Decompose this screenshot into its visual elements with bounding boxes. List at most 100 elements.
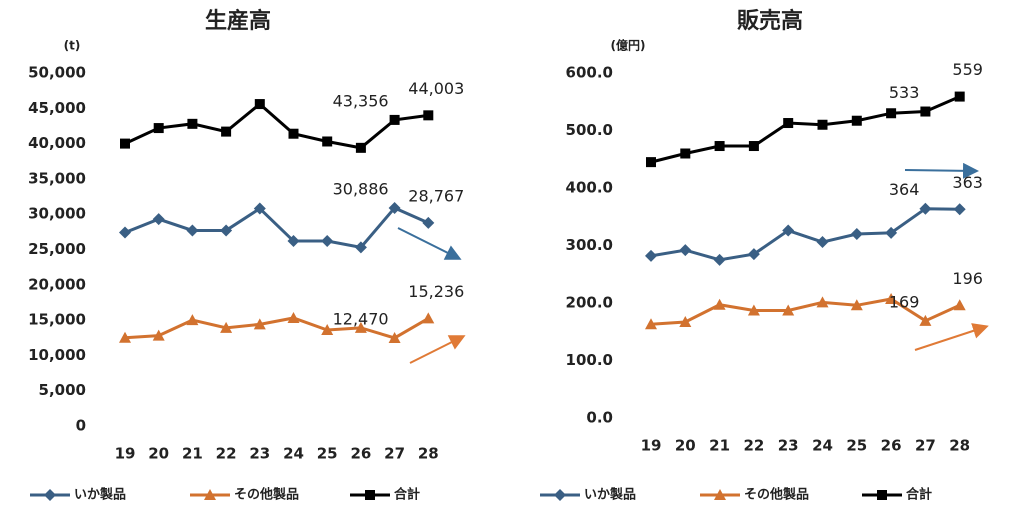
x-tick-label: 22 [743,437,764,455]
x-tick-label: 24 [283,445,304,463]
data-label: 43,356 [333,91,389,110]
y-tick-label: 300.0 [566,236,613,254]
series-line [650,297,961,326]
data-point [748,141,759,152]
x-tick-label: 24 [812,437,833,455]
data-point [920,106,931,117]
data-point [422,312,435,324]
y-tick-label: 40,000 [28,134,86,152]
data-point [423,110,434,121]
y-axis-label: (t) [64,39,81,53]
data-point [850,228,863,240]
legend-label: 合計 [394,487,420,503]
x-tick-label: 26 [881,437,902,455]
data-point [253,318,266,330]
data-point [646,157,656,168]
data-point [220,224,233,237]
chart-title: 販売高 [737,8,803,34]
data-point [679,315,692,327]
data-point [714,141,725,152]
data-point [713,298,726,310]
data-point [322,136,333,147]
y-tick-label: 500.0 [566,121,613,139]
y-tick-label: 100.0 [566,351,613,369]
x-tick-label: 26 [350,445,371,463]
data-point [886,108,897,119]
data-label: 364 [889,180,920,199]
data-point [153,123,164,134]
data-point [186,224,199,237]
series-line [124,206,429,250]
trend-arrow [409,335,466,364]
data-point [119,331,131,343]
legend-marker [204,489,216,500]
x-tick-label: 27 [915,437,936,455]
trend-arrow [397,227,462,260]
data-point [221,126,232,137]
data-point [254,99,265,110]
series-line [650,207,960,262]
data-point [355,142,366,153]
data-point [953,203,966,216]
data-point [287,235,300,248]
x-tick-label: 25 [846,437,867,455]
y-tick-label: 50,000 [28,64,86,82]
data-label: 15,236 [408,282,464,301]
data-label: 559 [952,60,983,79]
x-tick-label: 27 [384,445,405,463]
data-point [119,226,131,239]
data-point [321,235,334,248]
legend-label: その他製品 [234,487,299,503]
data-point [388,201,401,214]
legend-marker [44,489,56,501]
data-label: 533 [889,83,920,102]
y-tick-label: 600.0 [566,64,613,82]
data-point [354,241,367,254]
data-label: 363 [952,173,983,192]
chart-title: 生産高 [205,8,271,34]
data-point [187,118,198,129]
data-point [354,321,367,333]
data-label: 196 [952,269,983,288]
x-tick-label: 19 [115,445,136,463]
trend-arrow [904,162,979,179]
data-point [850,299,863,311]
data-point [885,226,898,239]
x-tick-label: 23 [778,437,799,455]
data-point [816,236,829,249]
x-tick-label: 20 [148,445,169,463]
data-point [747,248,760,261]
x-tick-label: 28 [949,437,970,455]
y-tick-label: 5,000 [39,381,86,399]
data-label: 44,003 [408,79,464,98]
data-point [287,311,300,323]
data-point [321,323,334,335]
legend-label: いか製品 [74,487,126,503]
legend-label: その他製品 [744,487,809,503]
y-tick-label: 10,000 [28,346,86,364]
x-tick-label: 25 [317,445,338,463]
y-tick-label: 20,000 [28,275,86,293]
x-tick-label: 21 [709,437,730,455]
legend-marker [365,490,375,500]
data-point [253,202,266,215]
legend-marker [877,490,887,500]
data-point [288,128,299,139]
legend-label: いか製品 [584,487,636,503]
data-point [679,244,692,257]
legend-marker [714,489,726,500]
y-tick-label: 45,000 [28,99,86,117]
data-label: 30,886 [333,179,389,198]
legend-marker [554,489,566,501]
data-label: 28,767 [408,186,464,205]
data-point [782,304,795,316]
data-point [782,224,795,237]
series-line [124,316,430,340]
data-point [851,115,862,126]
series-line [650,95,961,164]
y-tick-label: 200.0 [566,294,613,312]
x-tick-label: 19 [641,437,662,455]
data-point [422,216,435,229]
x-tick-label: 21 [182,445,203,463]
